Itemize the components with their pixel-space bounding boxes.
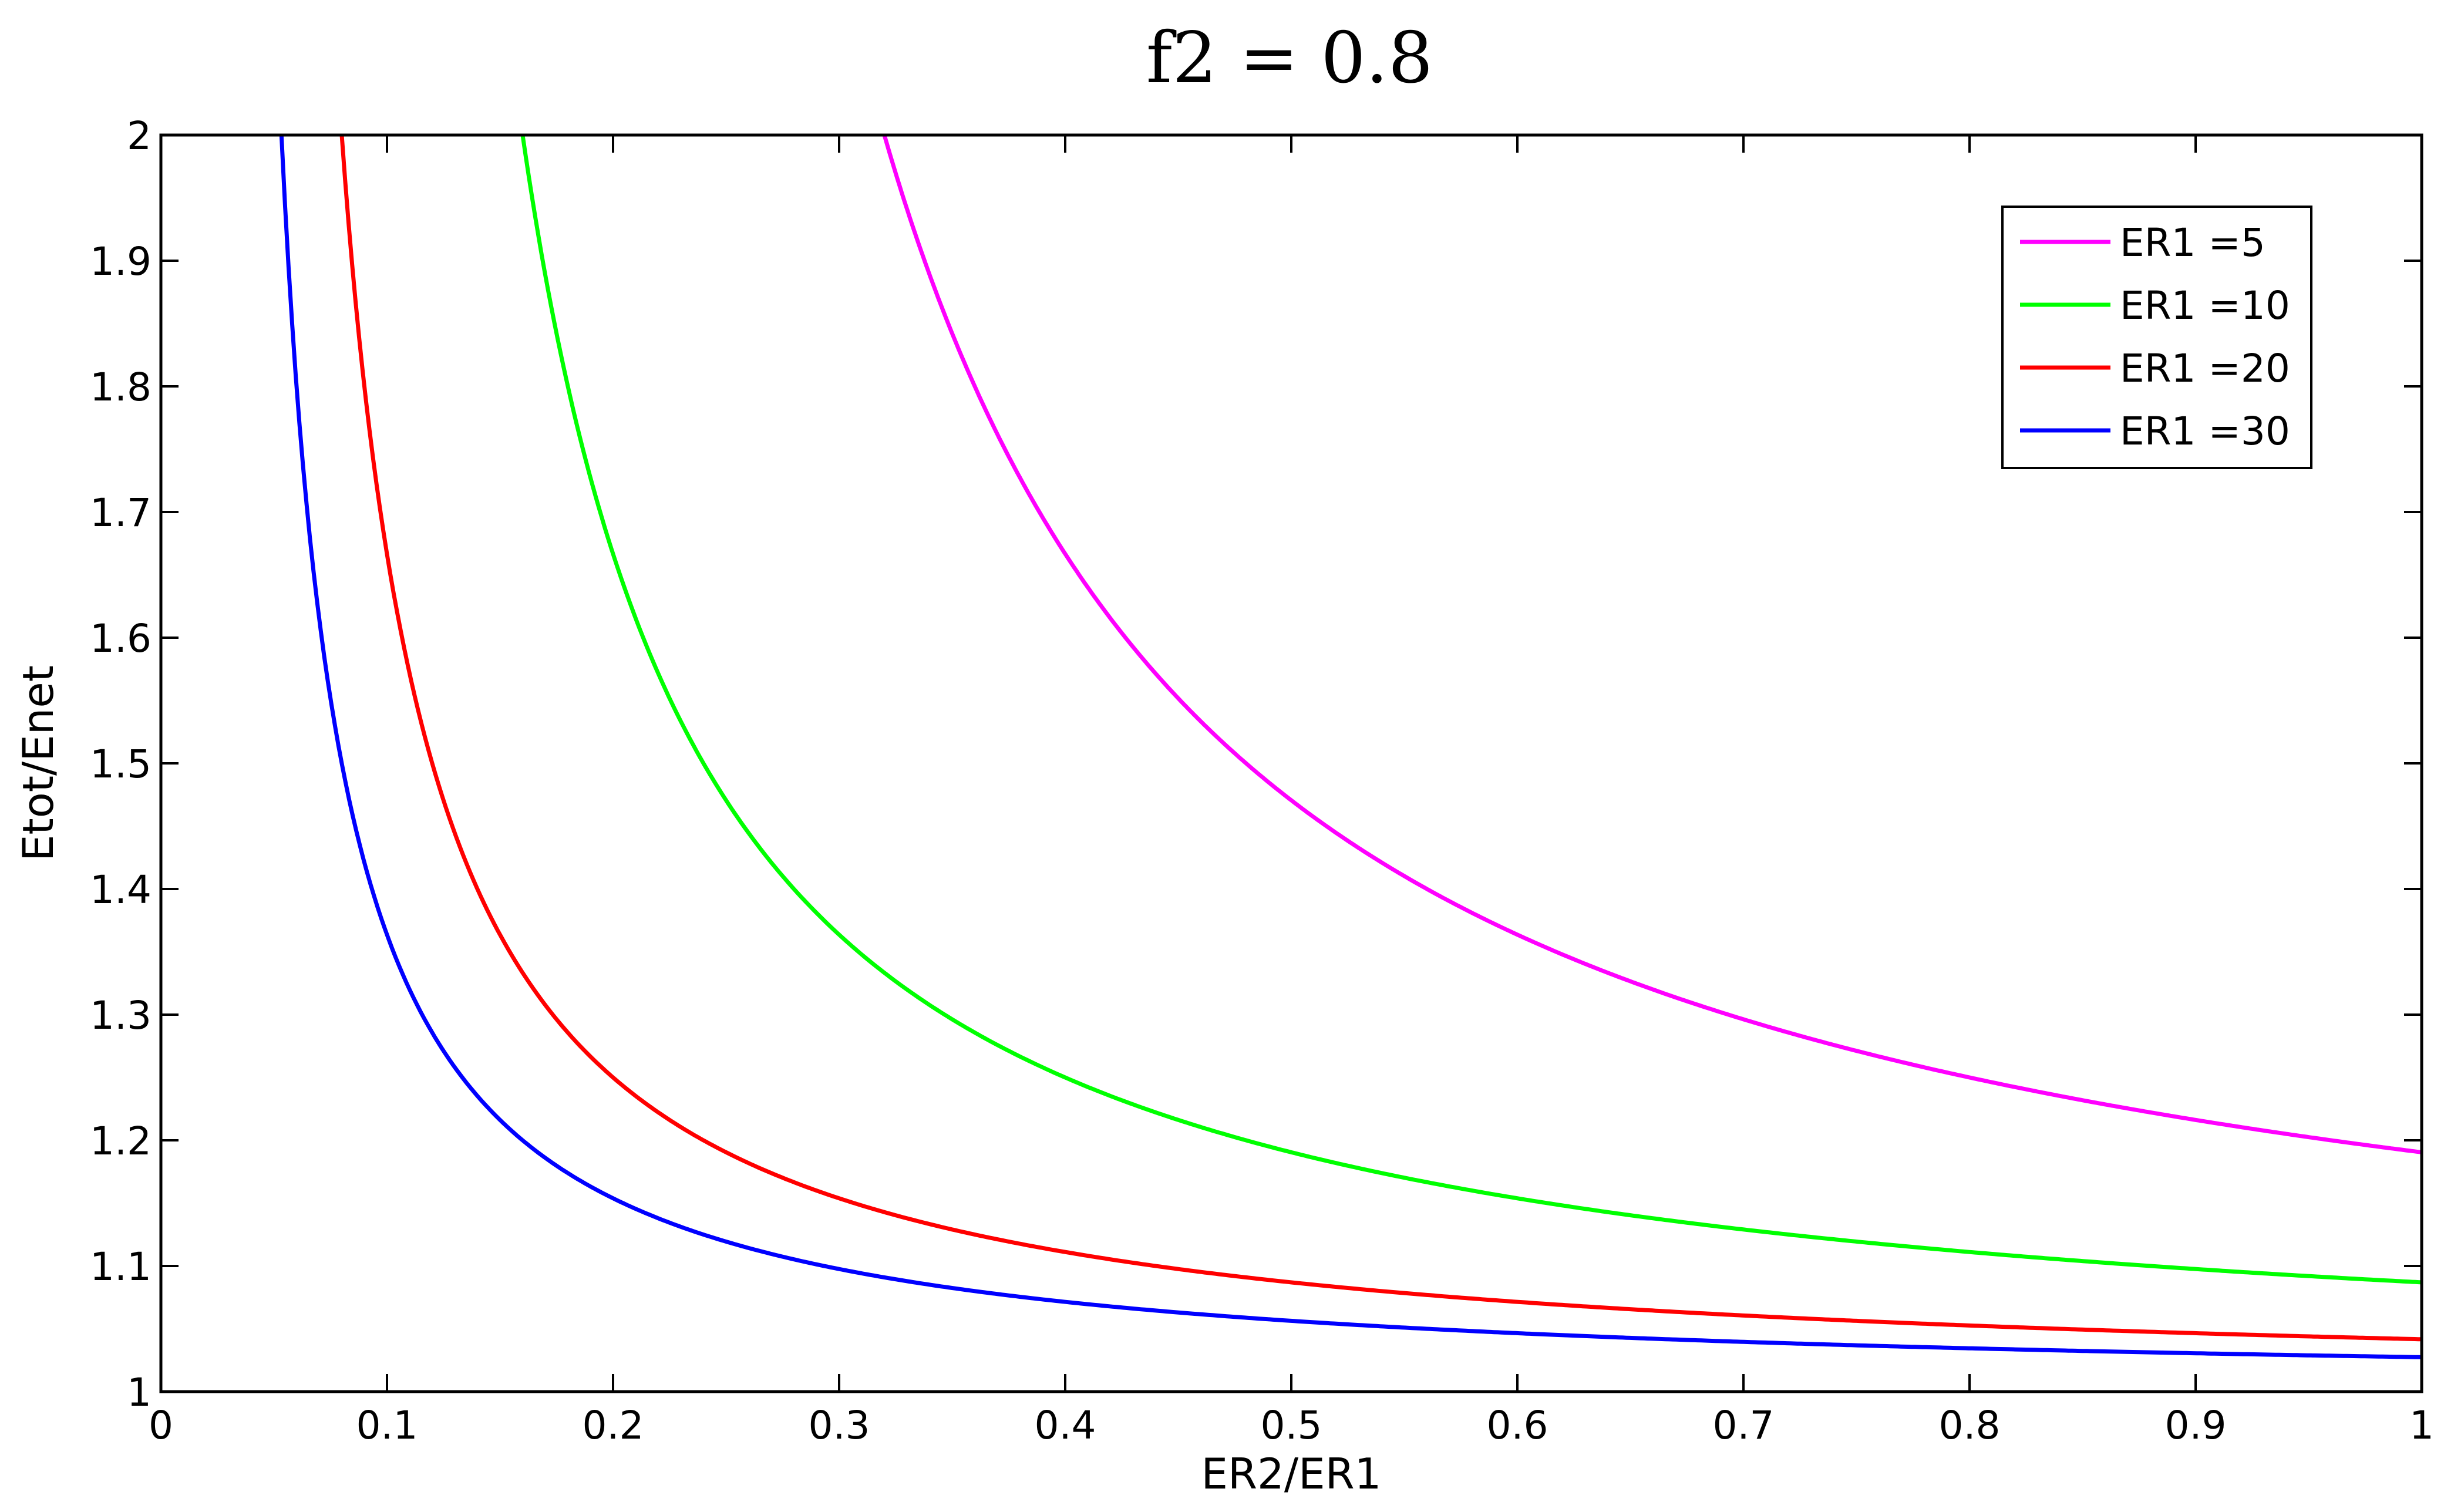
legend-label: ER1 =20	[2120, 346, 2290, 391]
legend-label: ER1 =30	[2120, 409, 2290, 454]
x-tick-label: 1	[2409, 1403, 2434, 1448]
y-tick-label: 1.1	[90, 1244, 152, 1289]
y-axis-label: Etot/Enet	[14, 665, 63, 861]
x-tick-label: 0.7	[1713, 1403, 1775, 1448]
x-tick-label: 0.2	[583, 1403, 644, 1448]
x-tick-label: 0.4	[1035, 1403, 1096, 1448]
x-axis-label: ER2/ER1	[1201, 1449, 1382, 1498]
series-line	[882, 134, 2422, 1154]
axis-ticks: 0 0.1 0.2 0.3 0.4 0.5 0.6 0.7 0.8 0.9 1 1 1.1 1.2 1.3 1…	[90, 113, 2434, 1448]
x-tick-label: 0.1	[356, 1403, 418, 1448]
series-line	[279, 134, 2422, 1359]
x-tick-label: 0	[149, 1403, 173, 1448]
series-line	[339, 134, 2422, 1342]
legend: ER1 =5 ER1 =10 ER1 =20 ER1 =30	[2001, 206, 2312, 469]
x-tick-label: 0.8	[1939, 1403, 2001, 1448]
y-tick-label: 1.7	[90, 490, 152, 536]
y-tick-label: 1.8	[90, 365, 152, 410]
curves-layer	[279, 134, 2422, 1359]
y-tick-label: 1.5	[90, 742, 152, 787]
y-tick-label: 1.9	[90, 239, 152, 284]
chart-title: f2 = 0.8	[1146, 18, 1433, 99]
y-tick-label: 1	[127, 1370, 152, 1415]
series-line	[520, 134, 2422, 1285]
legend-label: ER1 =5	[2120, 220, 2265, 265]
x-tick-label: 0.9	[2165, 1403, 2227, 1448]
legend-label: ER1 =10	[2120, 283, 2290, 328]
y-tick-label: 1.6	[90, 616, 152, 661]
y-tick-label: 2	[127, 113, 152, 159]
y-tick-label: 1.3	[90, 993, 152, 1038]
y-tick-label: 1.2	[90, 1119, 152, 1164]
x-tick-label: 0.6	[1487, 1403, 1548, 1448]
y-tick-label: 1.4	[90, 867, 152, 912]
x-tick-label: 0.3	[809, 1403, 870, 1448]
legend-box	[2001, 206, 2312, 469]
x-tick-label: 0.5	[1261, 1403, 1322, 1448]
